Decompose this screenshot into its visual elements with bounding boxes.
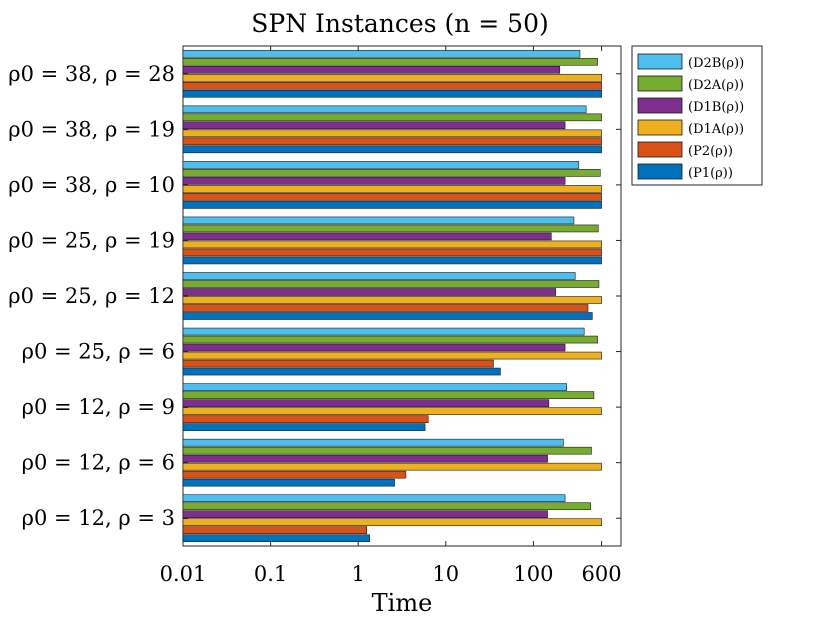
y-tick-label: ρ0 = 38, ρ = 10 — [8, 173, 175, 197]
bar-d2a-3 — [182, 169, 601, 177]
bar-d2a-5 — [182, 280, 600, 288]
bar-p1-3 — [182, 201, 602, 209]
y-tick-label: ρ0 = 38, ρ = 28 — [8, 62, 175, 86]
y-tick-label: ρ0 = 25, ρ = 6 — [22, 340, 175, 364]
bar-p2-4 — [182, 248, 602, 257]
bar-p1-6 — [182, 367, 501, 376]
y-tick-label: ρ0 = 12, ρ = 6 — [22, 451, 175, 475]
bar-d2b-4 — [182, 216, 575, 225]
x-tick-label: 0.1 — [254, 562, 287, 586]
bar-d1a-8 — [182, 462, 602, 471]
legend-label-d2a: (D2A(ρ)) — [688, 78, 744, 93]
bar-d2a-1 — [182, 57, 598, 66]
bar-d2a-4 — [182, 224, 599, 233]
bar-p1-7 — [182, 423, 426, 431]
y-tick-label: ρ0 = 25, ρ = 12 — [8, 284, 175, 308]
bar-p2-6 — [182, 359, 494, 368]
legend-label-p2: (P2(ρ)) — [688, 144, 733, 159]
y-tick-label: ρ0 = 12, ρ = 9 — [22, 395, 175, 419]
bar-d2b-5 — [182, 272, 576, 280]
bar-d1a-9 — [182, 518, 602, 527]
legend-swatch-p1 — [637, 163, 683, 180]
bar-p2-8 — [182, 470, 407, 479]
plot-area — [182, 45, 622, 547]
bar-d1a-1 — [182, 73, 602, 82]
bar-d2b-6 — [182, 327, 585, 336]
legend: (D2B(ρ)) (D2A(ρ)) (D1B(ρ)) (D1A(ρ)) (P2(ρ)) (… — [631, 45, 763, 186]
bar-d2a-2 — [182, 113, 602, 122]
bar-p1-1 — [182, 89, 602, 98]
legend-swatch-d2b — [637, 53, 683, 70]
legend-label-d1a: (D1A(ρ)) — [688, 122, 744, 137]
bar-d1b-8 — [182, 454, 548, 463]
x-axis-label: Time — [372, 589, 433, 617]
bar-p1-8 — [182, 478, 395, 487]
y-tick-label: ρ0 = 12, ρ = 3 — [22, 506, 175, 530]
bar-p2-3 — [182, 193, 602, 201]
bars-group — [182, 49, 602, 543]
bar-d1b-6 — [182, 343, 566, 352]
bar-d2b-7 — [182, 383, 568, 391]
bar-p2-9 — [182, 526, 367, 535]
bar-d1a-4 — [182, 240, 602, 249]
legend-swatch-p2 — [637, 141, 683, 158]
bar-d2a-9 — [182, 502, 591, 511]
bar-d2b-3 — [182, 161, 580, 169]
legend-swatch-d1a — [637, 119, 683, 136]
legend-swatch-d2a — [637, 75, 683, 92]
bar-d2a-7 — [182, 391, 595, 399]
bar-p2-7 — [182, 415, 429, 423]
bar-d1a-3 — [182, 185, 602, 193]
legend-label-d1b: (D1B(ρ)) — [688, 100, 744, 115]
x-tick-label: 1 — [352, 562, 365, 586]
bar-p1-2 — [182, 145, 602, 154]
legend-swatch-d1b — [637, 97, 683, 114]
bar-d2a-6 — [182, 335, 598, 344]
bar-p2-5 — [182, 304, 589, 312]
bar-d1b-1 — [182, 65, 561, 74]
legend-label-d2b: (D2B(ρ)) — [688, 56, 744, 71]
bar-p1-4 — [182, 256, 602, 265]
y-tick-label: ρ0 = 38, ρ = 19 — [8, 117, 175, 141]
bar-d1a-2 — [182, 129, 602, 138]
legend-label-p1: (P1(ρ)) — [688, 166, 733, 181]
bar-d1a-5 — [182, 296, 602, 304]
y-tick-labels: ρ0 = 38, ρ = 28 ρ0 = 38, ρ = 19 ρ0 = 38, ρ… — [8, 62, 621, 530]
bar-d1b-5 — [182, 288, 557, 296]
bar-p1-5 — [182, 312, 593, 320]
x-tick-label: 100 — [513, 562, 553, 586]
y-tick-label: ρ0 = 25, ρ = 19 — [8, 228, 175, 252]
bar-d1b-4 — [182, 232, 552, 241]
bar-d1b-7 — [182, 399, 550, 407]
bar-d1a-7 — [182, 407, 602, 415]
bar-p1-9 — [182, 534, 370, 543]
bar-d2b-2 — [182, 105, 587, 114]
x-tick-labels: 0.01 0.1 1 10 100 600 — [160, 46, 622, 586]
bar-d1b-3 — [182, 177, 566, 185]
bar-d1b-2 — [182, 121, 566, 130]
bar-d2b-9 — [182, 494, 566, 503]
bar-p2-1 — [182, 81, 602, 90]
bar-d1b-9 — [182, 510, 548, 519]
bar-d2b-1 — [182, 49, 581, 58]
bar-d2a-8 — [182, 446, 592, 455]
bar-p2-2 — [182, 137, 602, 146]
bar-d1a-6 — [182, 351, 602, 360]
x-tick-label: 10 — [432, 562, 459, 586]
chart-title: SPN Instances (n = 50) — [251, 9, 548, 38]
bar-d2b-8 — [182, 438, 564, 447]
x-tick-label: 600 — [582, 562, 622, 586]
x-tick-label: 0.01 — [160, 562, 207, 586]
